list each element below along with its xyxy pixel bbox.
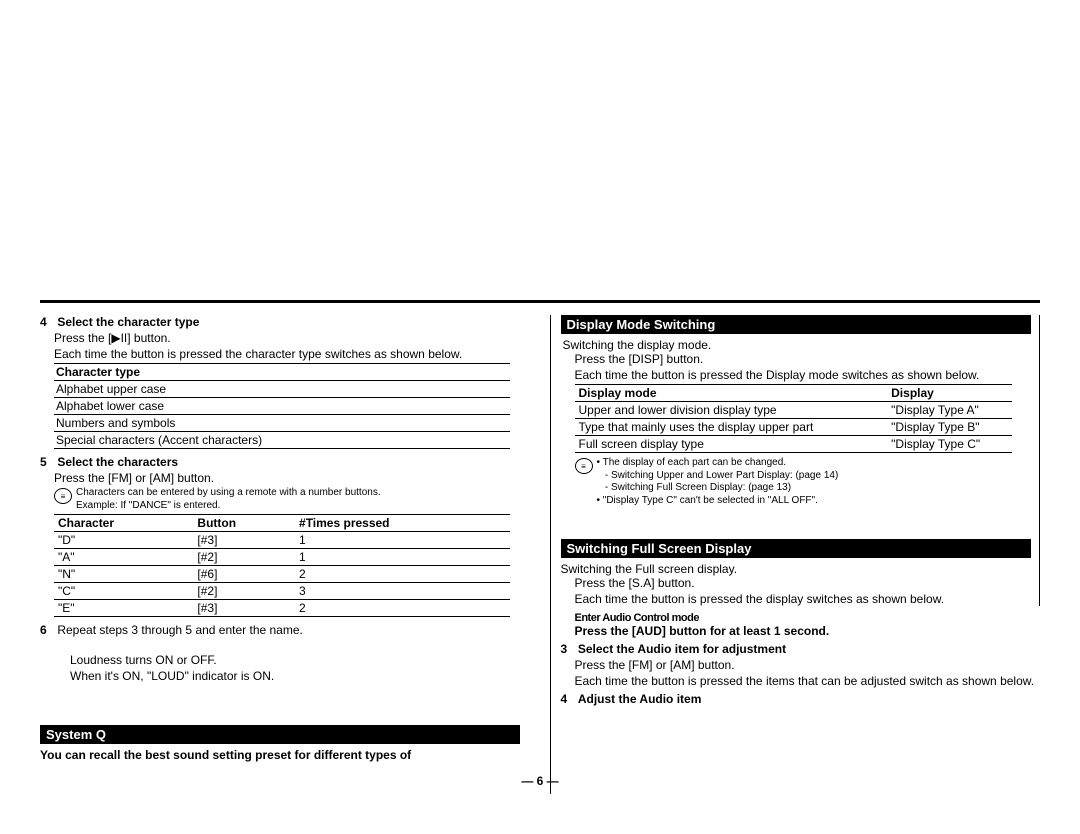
cell: [#2]	[193, 549, 295, 566]
step-5-line1: Press the [FM] or [AM] button.	[54, 471, 520, 485]
display-mode-table: Display mode Display Upper and lower div…	[575, 384, 1013, 453]
cell: 2	[295, 566, 510, 583]
manual-page: 4 Select the character type Press the [▶…	[40, 300, 1040, 794]
step-title: Select the character type	[57, 315, 199, 329]
audio-control-header: Enter Audio Control mode	[575, 612, 1041, 624]
note-line: - Switching Full Screen Display: (page 1…	[597, 482, 839, 495]
step-4-line1: Press the [▶II] button.	[54, 331, 520, 345]
col-button: Button	[193, 515, 295, 532]
step-4r: 4 Adjust the Audio item	[561, 692, 1041, 706]
character-entry-table: Character Button #Times pressed "D"[#3]1…	[54, 514, 510, 617]
cell: [#3]	[193, 600, 295, 617]
cell: [#6]	[193, 566, 295, 583]
dm-line2: Press the [DISP] button.	[575, 352, 1032, 366]
cell: "Display Type C"	[887, 436, 1012, 453]
dm-line1: Switching the display mode.	[563, 338, 1032, 352]
page-number: — 6 —	[521, 774, 558, 788]
note-text: • The display of each part can be change…	[597, 457, 839, 507]
note-line: • "Display Type C" can't be selected in …	[597, 495, 839, 508]
cell: Full screen display type	[575, 436, 888, 453]
col-display: Display	[887, 385, 1012, 402]
display-mode-header: Display Mode Switching	[561, 315, 1032, 334]
cell: "A"	[54, 549, 193, 566]
step3r-line2: Each time the button is pressed the item…	[575, 674, 1041, 688]
fs-line2: Press the [S.A] button.	[575, 576, 1032, 590]
note-text: Characters can be entered by using a rem…	[76, 487, 381, 512]
fs-line1: Switching the Full screen display.	[561, 562, 1032, 576]
step-number: 6	[40, 623, 54, 637]
cell: "C"	[54, 583, 193, 600]
step-title: Select the characters	[57, 455, 178, 469]
step-title: Select the Audio item for adjustment	[578, 642, 786, 656]
col-times: #Times pressed	[295, 515, 510, 532]
note-icon: ≡	[575, 458, 593, 474]
right-column: Display Mode Switching Switching the dis…	[550, 315, 1041, 794]
step-3r: 3 Select the Audio item for adjustment	[561, 642, 1041, 656]
cell: [#3]	[193, 532, 295, 549]
note-line: • The display of each part can be change…	[597, 457, 839, 470]
cell: "N"	[54, 566, 193, 583]
note-line: - Switching Upper and Lower Part Display…	[597, 470, 839, 483]
note-row: ≡ Characters can be entered by using a r…	[54, 487, 520, 512]
left-column: 4 Select the character type Press the [▶…	[40, 315, 530, 794]
system-q-text: You can recall the best sound setting pr…	[40, 748, 520, 762]
cell: Upper and lower division display type	[575, 402, 888, 419]
cell: 1	[295, 532, 510, 549]
character-type-table: Character type Alphabet upper case Alpha…	[54, 363, 510, 449]
cell: "D"	[54, 532, 193, 549]
step-4: 4 Select the character type	[40, 315, 520, 329]
char-type-row: Alphabet upper case	[54, 381, 510, 398]
cell: "Display Type B"	[887, 419, 1012, 436]
loudness-line1: Loudness turns ON or OFF.	[70, 653, 520, 667]
step-number: 5	[40, 455, 54, 469]
step-number: 4	[40, 315, 54, 329]
col-character: Character	[54, 515, 193, 532]
cell: 1	[295, 549, 510, 566]
step-4-line2: Each time the button is pressed the char…	[54, 347, 520, 361]
step-6: 6 Repeat steps 3 through 5 and enter the…	[40, 623, 520, 637]
step-6-text: Repeat steps 3 through 5 and enter the n…	[57, 623, 303, 637]
char-type-row: Alphabet lower case	[54, 398, 510, 415]
cell: 2	[295, 600, 510, 617]
step-title: Adjust the Audio item	[578, 692, 702, 706]
cell: [#2]	[193, 583, 295, 600]
step-5: 5 Select the characters	[40, 455, 520, 469]
loudness-line2: When it's ON, "LOUD" indicator is ON.	[70, 669, 520, 683]
char-type-row: Special characters (Accent characters)	[54, 432, 510, 449]
cell: Type that mainly uses the display upper …	[575, 419, 888, 436]
cell: "E"	[54, 600, 193, 617]
col-display-mode: Display mode	[575, 385, 888, 402]
char-type-header: Character type	[54, 364, 510, 381]
note-icon: ≡	[54, 488, 72, 504]
step3r-line1: Press the [FM] or [AM] button.	[575, 658, 1041, 672]
char-type-row: Numbers and symbols	[54, 415, 510, 432]
note-row: ≡ • The display of each part can be chan…	[575, 457, 1032, 507]
fs-line3: Each time the button is pressed the disp…	[575, 592, 1032, 606]
cell: 3	[295, 583, 510, 600]
cell: "Display Type A"	[887, 402, 1012, 419]
system-q-header: System Q	[40, 725, 520, 744]
full-screen-header: Switching Full Screen Display	[561, 539, 1032, 558]
step-number: 4	[561, 692, 575, 706]
audio-line: Press the [AUD] button for at least 1 se…	[575, 624, 1041, 638]
step-number: 3	[561, 642, 575, 656]
dm-line3: Each time the button is pressed the Disp…	[575, 368, 1032, 382]
